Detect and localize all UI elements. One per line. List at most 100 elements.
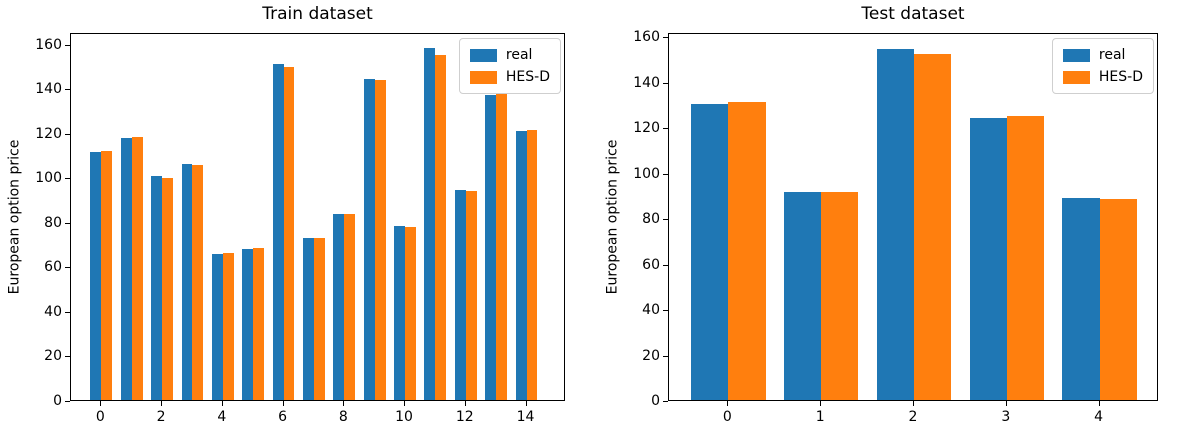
bar-real-4 xyxy=(1062,197,1100,400)
bar-HES-D-4 xyxy=(1099,199,1137,400)
x-tick-label: 0 xyxy=(722,409,732,425)
y-tick-mark xyxy=(65,312,70,313)
train-legend: real HES-D xyxy=(458,38,561,94)
bar-real-0 xyxy=(691,103,729,400)
train-chart-title: Train dataset xyxy=(262,4,373,24)
bar-HES-D-10 xyxy=(405,227,416,400)
y-tick-label: 140 xyxy=(633,74,660,91)
y-tick-mark xyxy=(65,267,70,268)
x-tick-mark xyxy=(222,401,223,406)
bar-real-5 xyxy=(242,248,254,400)
bar-real-9 xyxy=(363,79,375,400)
y-tick-mark xyxy=(65,89,70,90)
y-tick-mark xyxy=(65,134,70,135)
bar-HES-D-5 xyxy=(253,247,265,400)
y-tick-mark xyxy=(663,356,668,357)
bar-HES-D-2 xyxy=(162,177,174,400)
bar-real-4 xyxy=(211,253,223,400)
x-tick-label: 4 xyxy=(217,409,227,425)
bar-HES-D-12 xyxy=(465,191,477,400)
train-y-axis-label: European option price xyxy=(6,139,23,295)
x-tick-label: 12 xyxy=(455,409,474,425)
bar-HES-D-1 xyxy=(821,192,859,400)
x-tick-label: 2 xyxy=(156,409,166,425)
test-y-axis-label: European option price xyxy=(604,139,621,295)
legend-swatch-icon xyxy=(1062,70,1090,84)
bar-HES-D-0 xyxy=(728,102,766,400)
bar-HES-D-4 xyxy=(222,252,234,400)
x-tick-mark xyxy=(283,401,284,406)
legend-swatch-icon xyxy=(1062,48,1090,62)
bar-HES-D-2 xyxy=(914,53,952,400)
bar-HES-D-13 xyxy=(496,94,508,400)
x-tick-label: 0 xyxy=(95,409,105,425)
x-tick-label: 2 xyxy=(908,409,918,425)
y-tick-label: 120 xyxy=(35,125,62,142)
bar-HES-D-6 xyxy=(283,67,295,400)
bar-real-7 xyxy=(303,238,314,400)
bar-real-2 xyxy=(151,176,163,400)
legend-label: HES-D xyxy=(505,69,550,85)
x-tick-label: 3 xyxy=(1001,409,1011,425)
bar-real-1 xyxy=(784,192,822,400)
y-tick-label: 40 xyxy=(44,303,62,320)
x-tick-mark xyxy=(343,401,344,406)
bar-HES-D-1 xyxy=(131,136,143,400)
bar-HES-D-3 xyxy=(1006,116,1044,400)
y-tick-mark xyxy=(663,174,668,175)
y-tick-label: 40 xyxy=(642,302,660,319)
y-tick-label: 100 xyxy=(35,170,62,187)
test-chart-title: Test dataset xyxy=(861,4,965,24)
bar-real-2 xyxy=(876,48,914,400)
legend-item-real: real xyxy=(1062,47,1143,63)
x-tick-mark xyxy=(100,401,101,406)
x-tick-mark xyxy=(465,401,466,406)
bar-HES-D-7 xyxy=(313,237,325,400)
x-tick-mark xyxy=(526,401,527,406)
y-tick-label: 20 xyxy=(44,348,62,365)
x-tick-mark xyxy=(404,401,405,406)
y-tick-mark xyxy=(65,401,70,402)
legend-item-HES-D: HES-D xyxy=(1062,69,1143,85)
x-tick-label: 6 xyxy=(278,409,288,425)
y-tick-label: 60 xyxy=(642,256,660,273)
bar-real-10 xyxy=(394,226,406,400)
x-tick-mark xyxy=(820,401,821,406)
x-tick-mark xyxy=(1099,401,1100,406)
y-tick-mark xyxy=(663,37,668,38)
y-tick-label: 0 xyxy=(53,393,62,409)
y-tick-mark xyxy=(663,310,668,311)
y-tick-label: 120 xyxy=(633,120,660,137)
y-tick-mark xyxy=(663,265,668,266)
legend-item-real: real xyxy=(469,47,550,63)
bar-HES-D-9 xyxy=(374,80,386,400)
y-tick-mark xyxy=(65,356,70,357)
y-tick-mark xyxy=(65,223,70,224)
bar-real-14 xyxy=(515,131,527,400)
bar-real-11 xyxy=(424,48,436,400)
x-tick-mark xyxy=(727,401,728,406)
train-plot-area: real HES-D xyxy=(70,33,565,401)
y-tick-label: 140 xyxy=(35,81,62,98)
bar-real-0 xyxy=(90,152,102,400)
bar-real-12 xyxy=(454,189,466,400)
y-tick-label: 80 xyxy=(44,214,62,231)
test-legend: real HES-D xyxy=(1051,38,1154,94)
test-plot-area: real HES-D xyxy=(668,33,1158,401)
x-tick-mark xyxy=(1006,401,1007,406)
y-tick-label: 60 xyxy=(44,259,62,276)
y-tick-label: 0 xyxy=(651,393,660,409)
y-tick-label: 80 xyxy=(642,211,660,228)
x-tick-label: 8 xyxy=(338,409,348,425)
y-tick-mark xyxy=(663,219,668,220)
legend-label: real xyxy=(505,47,533,63)
bar-real-8 xyxy=(333,214,345,400)
legend-swatch-icon xyxy=(469,48,497,62)
y-tick-mark xyxy=(663,83,668,84)
bar-HES-D-14 xyxy=(526,130,538,400)
legend-label: real xyxy=(1098,47,1126,63)
bar-HES-D-8 xyxy=(344,214,356,400)
bar-HES-D-11 xyxy=(435,55,447,400)
y-tick-label: 160 xyxy=(633,29,660,46)
